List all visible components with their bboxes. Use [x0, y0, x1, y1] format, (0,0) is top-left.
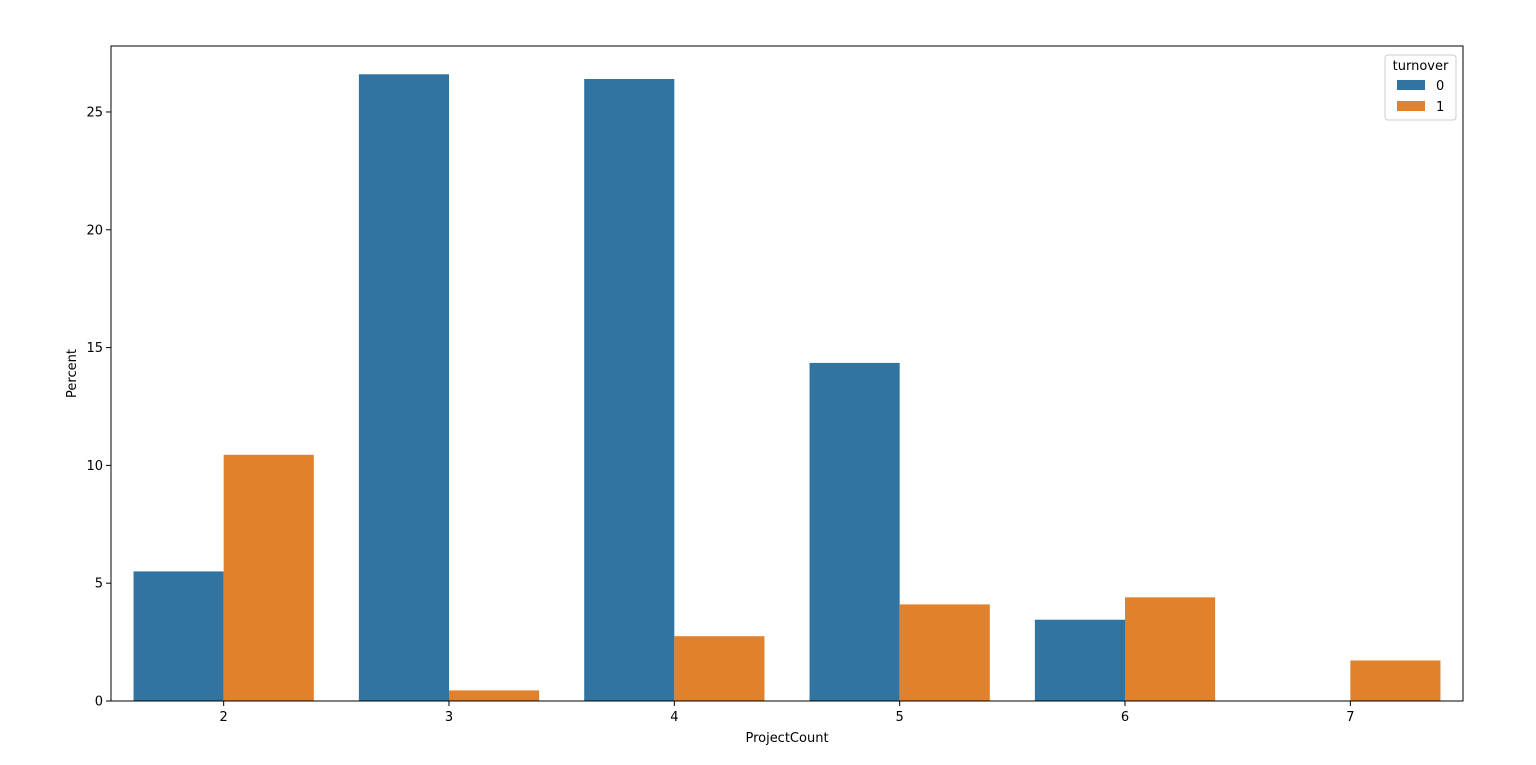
y-axis-label: Percent: [65, 349, 80, 398]
x-tick-label: 5: [896, 710, 904, 725]
bar-4-series-1: [674, 636, 765, 701]
bar-3-series-0: [358, 74, 449, 702]
y-axis-ticks: 0 5 10 15 20 25: [86, 105, 111, 710]
legend-swatch-1: [1397, 101, 1425, 111]
bar-7-series-1: [1350, 660, 1441, 701]
bar-5-series-1: [899, 604, 990, 701]
x-tick-label: 6: [1121, 710, 1129, 725]
legend: turnover 01: [1384, 54, 1457, 121]
x-tick-label: 7: [1346, 710, 1354, 725]
x-tick-label: 2: [220, 710, 228, 725]
bar-3-series-1: [449, 690, 540, 701]
x-tick-label: 3: [445, 710, 453, 725]
bar-4-series-0: [584, 78, 675, 702]
bar-2-series-1: [223, 454, 314, 701]
bars-group: [133, 74, 1441, 702]
plot-frame: [110, 45, 1464, 702]
y-tick-label: 10: [86, 459, 103, 474]
y-tick-label: 0: [95, 695, 103, 710]
x-axis-ticks: 2 3 4 5 6 7: [220, 701, 1354, 725]
y-tick-label: 15: [86, 341, 103, 356]
x-tick-label: 4: [670, 710, 678, 725]
x-axis-label: ProjectCount: [745, 731, 828, 746]
legend-label-1: 1: [1436, 100, 1444, 115]
legend-swatch-0: [1397, 80, 1425, 90]
y-tick-label: 20: [86, 223, 103, 238]
bar-5-series-0: [809, 362, 900, 701]
legend-label-0: 0: [1436, 79, 1444, 94]
bar-6-series-1: [1125, 597, 1216, 701]
legend-title: turnover: [1393, 59, 1449, 74]
bar-2-series-0: [133, 571, 224, 701]
legend-items: 01: [1397, 79, 1444, 115]
y-tick-label: 5: [95, 577, 103, 592]
y-tick-label: 25: [86, 105, 103, 120]
bar-6-series-0: [1034, 619, 1125, 701]
